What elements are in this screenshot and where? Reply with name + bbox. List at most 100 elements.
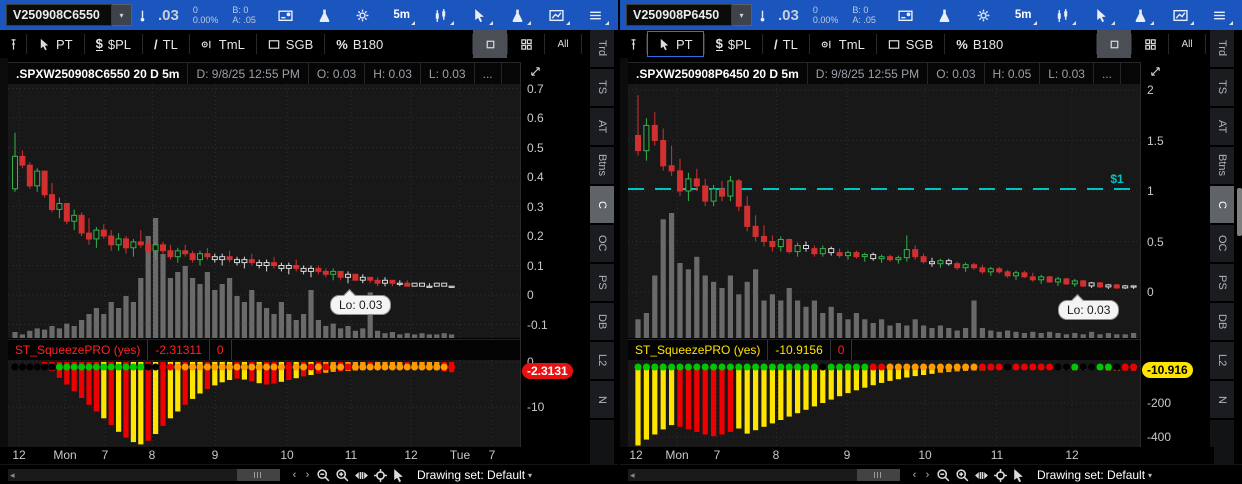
spl-button[interactable]: $ $PL (705, 32, 762, 56)
price-axis[interactable]: 0.7 0.6 0.5 0.4 0.3 0.2 0.1 0 -0.1 0 -10 -2.3131 (520, 62, 589, 447)
side-tab-at[interactable]: AT (1210, 108, 1234, 147)
time-axis[interactable]: 12 Mon 7 8 9 10 11 12 (620, 447, 1214, 464)
zoom-out-button[interactable] (934, 468, 953, 483)
pan-right-button[interactable]: › (305, 469, 310, 481)
strategies-button[interactable] (1124, 2, 1157, 28)
drawing-tools-button[interactable] (1164, 2, 1197, 28)
chart-settings-button[interactable] (967, 2, 1000, 28)
side-tab-l2[interactable]: L2 (590, 342, 614, 381)
chart-settings-button[interactable] (346, 2, 379, 28)
symbol-input[interactable]: V250908C6550 (6, 4, 112, 26)
tml-button[interactable]: TmL (190, 32, 256, 56)
side-tab-at[interactable]: AT (590, 108, 614, 147)
scroll-left-icon[interactable]: ◂ (630, 470, 635, 480)
chart-menu-button[interactable] (1203, 2, 1236, 28)
drawing-set-label[interactable]: Drawing set: Default (417, 468, 526, 482)
symbol-link-button[interactable] (132, 2, 152, 28)
side-tab-l2[interactable]: L2 (1210, 342, 1234, 381)
tl-button[interactable]: / TL (143, 32, 189, 56)
chart-type-button[interactable] (1046, 2, 1079, 28)
layout-single-button[interactable] (473, 30, 507, 58)
auto-scale-button[interactable] (352, 468, 371, 483)
price-axis[interactable]: 2 1.5 1 0.5 0 -200 -400 -10.916 (1140, 62, 1209, 447)
apply-all-button[interactable]: All (545, 30, 581, 58)
drawing-tools-button[interactable] (540, 2, 573, 28)
pointer-mode-button[interactable] (390, 468, 407, 483)
layout-grid-button[interactable] (1132, 30, 1168, 58)
chart-type-button[interactable] (424, 2, 457, 28)
hscrollbar-thumb[interactable] (237, 469, 280, 481)
side-tab-oc[interactable]: OC (1210, 225, 1234, 264)
pin-toolbar-button[interactable] (0, 31, 26, 57)
apply-all-button[interactable]: All (1169, 30, 1205, 58)
symbol-combo[interactable]: V250908C6550 ▾ (6, 4, 132, 26)
pin-toolbar-button[interactable] (620, 31, 646, 57)
side-tab-ps[interactable]: PS (1210, 264, 1234, 303)
auto-scale-button[interactable] (972, 468, 991, 483)
side-tab-n[interactable]: N (1210, 381, 1234, 420)
side-tab-ps[interactable]: PS (590, 264, 614, 303)
alerts-note-button[interactable] (269, 2, 302, 28)
spl-button[interactable]: $ $PL (85, 32, 142, 56)
indicator-name[interactable]: ST_SqueezePRO (yes) (8, 340, 149, 360)
side-tab-c[interactable]: C (590, 186, 614, 225)
hscrollbar-thumb[interactable] (857, 469, 900, 481)
pan-right-button[interactable]: › (925, 469, 930, 481)
zoom-in-button[interactable] (953, 468, 972, 483)
b180-button[interactable]: % B180 (325, 32, 394, 56)
side-tab-db[interactable]: DB (590, 303, 614, 342)
maximize-icon[interactable] (1149, 65, 1162, 78)
layout-grid-button[interactable] (508, 30, 544, 58)
b180-button[interactable]: % B180 (945, 32, 1014, 56)
side-tab-ts[interactable]: TS (590, 69, 614, 108)
side-tab-ts[interactable]: TS (1210, 69, 1234, 108)
side-tab-n[interactable]: N (590, 381, 614, 420)
zoom-in-button[interactable] (333, 468, 352, 483)
tml-button[interactable]: TmL (810, 32, 876, 56)
side-tab-db[interactable]: DB (1210, 303, 1234, 342)
symbol-link-button[interactable] (752, 2, 772, 28)
price-chart-svg[interactable]: $1 (628, 84, 1140, 338)
tl-button[interactable]: / TL (763, 32, 809, 56)
side-tab-trd[interactable]: Trd (1210, 30, 1234, 69)
symbol-dropdown-caret[interactable]: ▾ (112, 4, 132, 26)
studies-button[interactable] (928, 2, 961, 28)
indicator-name[interactable]: ST_SqueezePRO (yes) (628, 340, 769, 360)
scroll-left-icon[interactable]: ◂ (10, 470, 15, 480)
crosshair-button[interactable] (371, 468, 390, 483)
strategies-button[interactable] (501, 2, 534, 28)
squeeze-chart-svg[interactable] (8, 360, 520, 447)
crosshair-button[interactable] (991, 468, 1010, 483)
studies-button[interactable] (308, 2, 341, 28)
zoom-out-button[interactable] (314, 468, 333, 483)
side-tab-btns[interactable]: Btns (590, 147, 614, 186)
alerts-note-button[interactable] (889, 2, 922, 28)
window-scrollbar-thumb[interactable] (1237, 188, 1242, 236)
price-chart-svg[interactable] (8, 84, 520, 338)
side-tab-c[interactable]: C (1210, 186, 1234, 225)
pt-button[interactable]: PT (647, 31, 704, 57)
drawing-set-label[interactable]: Drawing set: Default (1037, 468, 1146, 482)
pt-button[interactable]: PT (27, 32, 84, 56)
maximize-icon[interactable] (529, 65, 542, 78)
timeframe-button[interactable]: 5m (385, 2, 418, 28)
pan-left-button[interactable]: ‹ (912, 469, 917, 481)
chart-hscrollbar[interactable]: ◂ (628, 469, 900, 481)
cursor-mode-button[interactable] (463, 2, 496, 28)
symbol-combo[interactable]: V250908P6450 ▾ (626, 4, 752, 26)
side-tab-oc[interactable]: OC (590, 225, 614, 264)
side-tab-btns[interactable]: Btns (1210, 147, 1234, 186)
squeeze-chart-svg[interactable] (628, 360, 1140, 447)
chart-menu-button[interactable] (579, 2, 612, 28)
timeframe-button[interactable]: 5m (1007, 2, 1040, 28)
symbol-dropdown-caret[interactable]: ▾ (732, 4, 752, 26)
header-more[interactable]: ... (475, 63, 502, 84)
time-axis[interactable]: 12 Mon 7 8 9 10 11 12 Tue 7 (0, 447, 590, 464)
layout-single-button[interactable] (1097, 30, 1131, 58)
sgb-button[interactable]: SGB (257, 32, 324, 56)
pointer-mode-button[interactable] (1010, 468, 1027, 483)
sgb-button[interactable]: SGB (877, 32, 944, 56)
symbol-input[interactable]: V250908P6450 (626, 4, 732, 26)
pan-left-button[interactable]: ‹ (292, 469, 297, 481)
side-tab-trd[interactable]: Trd (590, 30, 614, 69)
